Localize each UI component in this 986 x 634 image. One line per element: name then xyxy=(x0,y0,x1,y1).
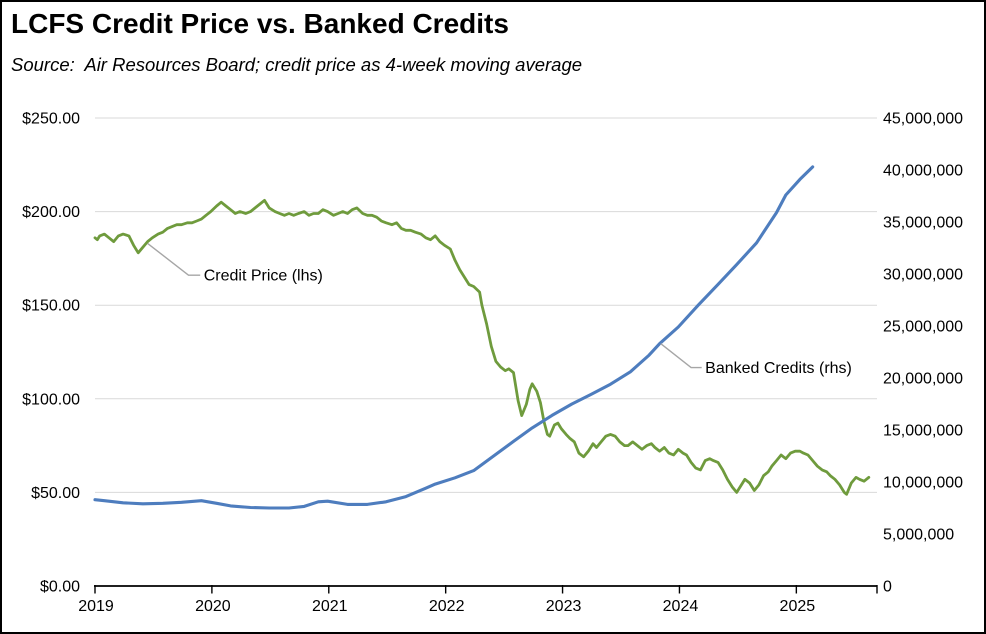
x-axis-tick-label: 2023 xyxy=(546,598,582,615)
x-axis-tick-label: 2019 xyxy=(78,598,114,615)
left-axis-tick-label: $50.00 xyxy=(31,485,80,502)
left-axis-tick-label: $200.00 xyxy=(22,204,80,221)
right-axis-tick-label: 35,000,000 xyxy=(883,215,963,232)
annotation-leader-line xyxy=(147,242,201,276)
left-axis-tick-label: $0.00 xyxy=(40,579,80,596)
x-axis-tick-label: 2025 xyxy=(780,598,816,615)
banked-credits-series-line xyxy=(93,165,815,510)
x-axis-tick-label: 2022 xyxy=(429,598,465,615)
right-axis-tick-label: 30,000,000 xyxy=(883,267,963,284)
right-axis-tick-label: 15,000,000 xyxy=(883,423,963,440)
x-axis-tick-label: 2020 xyxy=(195,598,231,615)
right-axis-tick-label: 0 xyxy=(883,579,892,596)
right-axis-tick-label: 40,000,000 xyxy=(883,163,963,180)
left-axis-tick-label: $150.00 xyxy=(22,298,80,315)
right-axis-tick-label: 45,000,000 xyxy=(883,111,963,128)
x-axis-tick-label: 2021 xyxy=(312,598,348,615)
right-axis-tick-label: 20,000,000 xyxy=(883,371,963,388)
x-axis-tick-label: 2024 xyxy=(663,598,699,615)
annotation-leader-line xyxy=(660,343,702,369)
credit-price-series-line xyxy=(93,198,871,496)
left-axis-tick-label: $100.00 xyxy=(22,391,80,408)
chart-subtitle: Source: Air Resources Board; credit pric… xyxy=(11,54,583,75)
right-axis-tick-label: 25,000,000 xyxy=(883,319,963,336)
annotation-credit-price-label: Credit Price (lhs) xyxy=(204,268,323,285)
annotation-banked-credits-label: Banked Credits (rhs) xyxy=(705,360,852,377)
chart-title: LCFS Credit Price vs. Banked Credits xyxy=(11,8,509,39)
left-axis-tick-label: $250.00 xyxy=(22,111,80,128)
right-axis-tick-label: 10,000,000 xyxy=(883,475,963,492)
right-axis-tick-label: 5,000,000 xyxy=(883,527,954,544)
